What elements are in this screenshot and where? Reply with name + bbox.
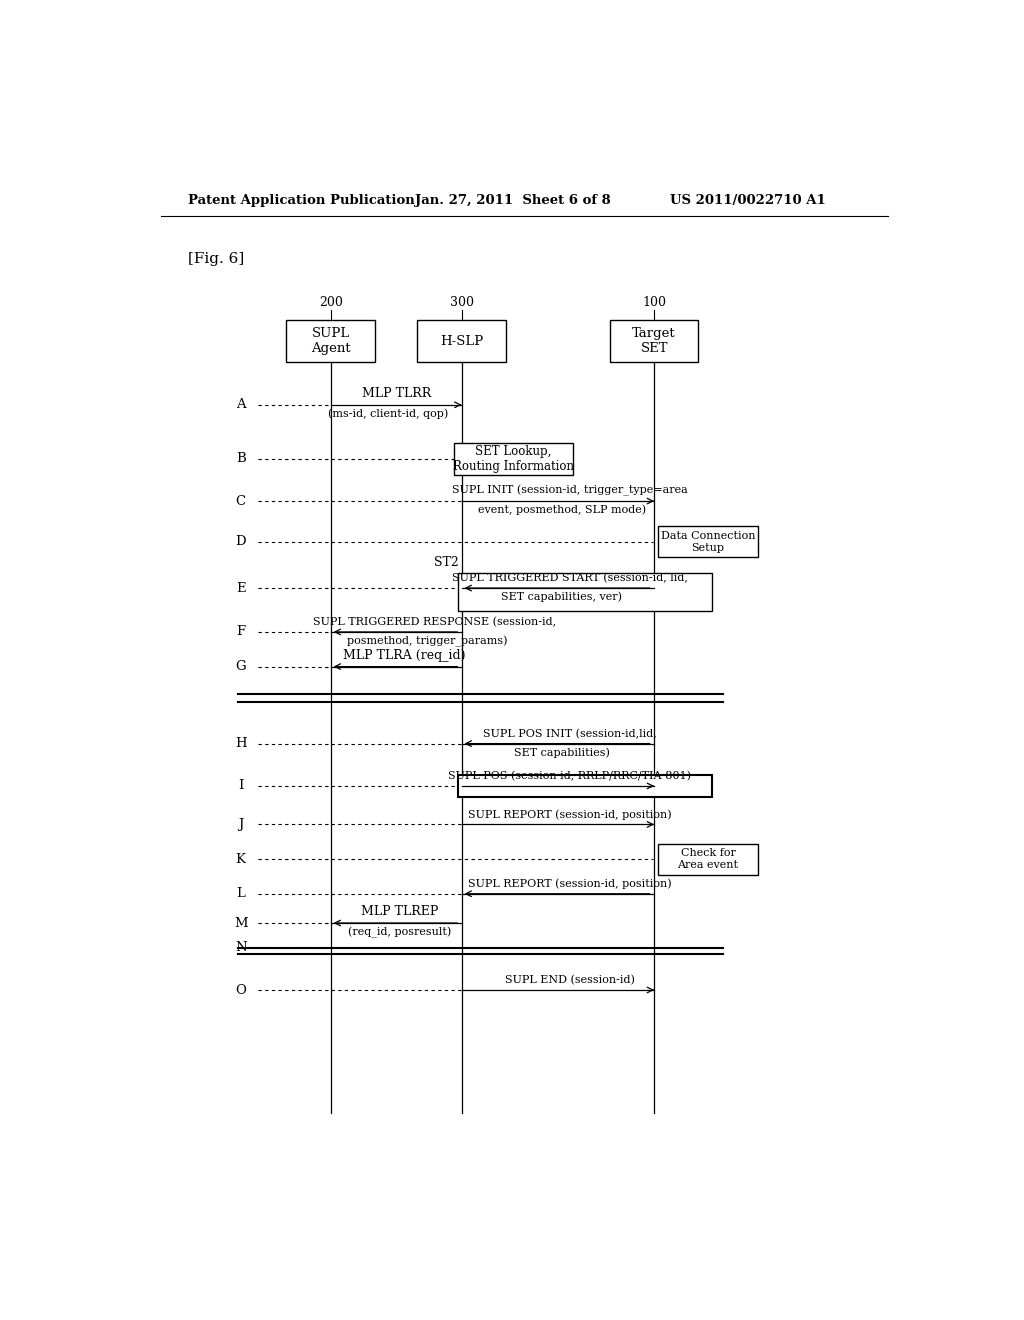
Text: US 2011/0022710 A1: US 2011/0022710 A1 (670, 194, 825, 207)
Text: MLP TLRA (req_id): MLP TLRA (req_id) (343, 649, 465, 663)
Text: 200: 200 (318, 296, 343, 309)
Bar (418, 321, 506, 363)
Text: Target
SET: Target SET (633, 327, 676, 355)
Text: N: N (234, 941, 247, 954)
Text: Jan. 27, 2011  Sheet 6 of 8: Jan. 27, 2011 Sheet 6 of 8 (416, 194, 611, 207)
Text: D: D (236, 536, 246, 548)
Text: MLP TLRR: MLP TLRR (361, 387, 431, 400)
Text: H-SLP: H-SLP (440, 335, 483, 347)
Text: (ms-id, client-id, qop): (ms-id, client-id, qop) (329, 409, 449, 420)
Bar (287, 321, 375, 363)
Text: SUPL INIT (session-id, trigger_type=area: SUPL INIT (session-id, trigger_type=area (452, 486, 687, 496)
Text: H: H (234, 737, 247, 750)
Text: SUPL TRIGGERED RESPONSE (session-id,: SUPL TRIGGERED RESPONSE (session-id, (313, 616, 556, 627)
Bar (658, 843, 758, 875)
Text: MLP TLREP: MLP TLREP (361, 906, 438, 919)
Text: F: F (237, 626, 245, 639)
Text: SUPL REPORT (session-id, position): SUPL REPORT (session-id, position) (468, 809, 672, 820)
Text: B: B (236, 453, 246, 465)
Text: 100: 100 (642, 296, 667, 309)
Text: Data Connection
Setup: Data Connection Setup (660, 531, 756, 553)
Text: G: G (236, 660, 246, 673)
Text: SUPL POS INIT (session-id,lid,: SUPL POS INIT (session-id,lid, (482, 729, 656, 739)
Text: SUPL END (session-id): SUPL END (session-id) (505, 975, 635, 985)
Bar (458, 573, 712, 611)
Text: I: I (238, 779, 244, 792)
Text: Check for
Area event: Check for Area event (678, 849, 738, 870)
Text: 300: 300 (450, 296, 474, 309)
Text: SET capabilities): SET capabilities) (514, 747, 609, 758)
Text: SET capabilities, ver): SET capabilities, ver) (502, 591, 623, 602)
Bar (458, 775, 712, 797)
Text: ST2: ST2 (434, 556, 459, 569)
Text: M: M (233, 916, 248, 929)
Bar (454, 442, 573, 475)
Text: SUPL TRIGGERED START (session-id, lid,: SUPL TRIGGERED START (session-id, lid, (452, 573, 687, 583)
Text: SUPL
Agent: SUPL Agent (311, 327, 350, 355)
Text: O: O (236, 983, 246, 997)
Text: K: K (236, 853, 246, 866)
Text: event, posmethod, SLP mode): event, posmethod, SLP mode) (478, 506, 646, 516)
Text: posmethod, trigger_params): posmethod, trigger_params) (347, 636, 507, 647)
Text: J: J (238, 818, 244, 832)
Text: SUPL POS (session id, RRLP/RRC/TIA-801): SUPL POS (session id, RRLP/RRC/TIA-801) (447, 771, 691, 781)
Text: SET Lookup,
Routing Information: SET Lookup, Routing Information (454, 445, 574, 473)
Text: Patent Application Publication: Patent Application Publication (188, 194, 415, 207)
Text: [Fig. 6]: [Fig. 6] (188, 252, 245, 265)
Text: C: C (236, 495, 246, 508)
Bar (610, 321, 698, 363)
Bar (658, 527, 758, 557)
Text: E: E (236, 582, 246, 594)
Text: (req_id, posresult): (req_id, posresult) (348, 927, 452, 939)
Text: A: A (236, 399, 246, 412)
Text: SUPL REPORT (session-id, position): SUPL REPORT (session-id, position) (468, 879, 672, 890)
Text: L: L (237, 887, 245, 900)
